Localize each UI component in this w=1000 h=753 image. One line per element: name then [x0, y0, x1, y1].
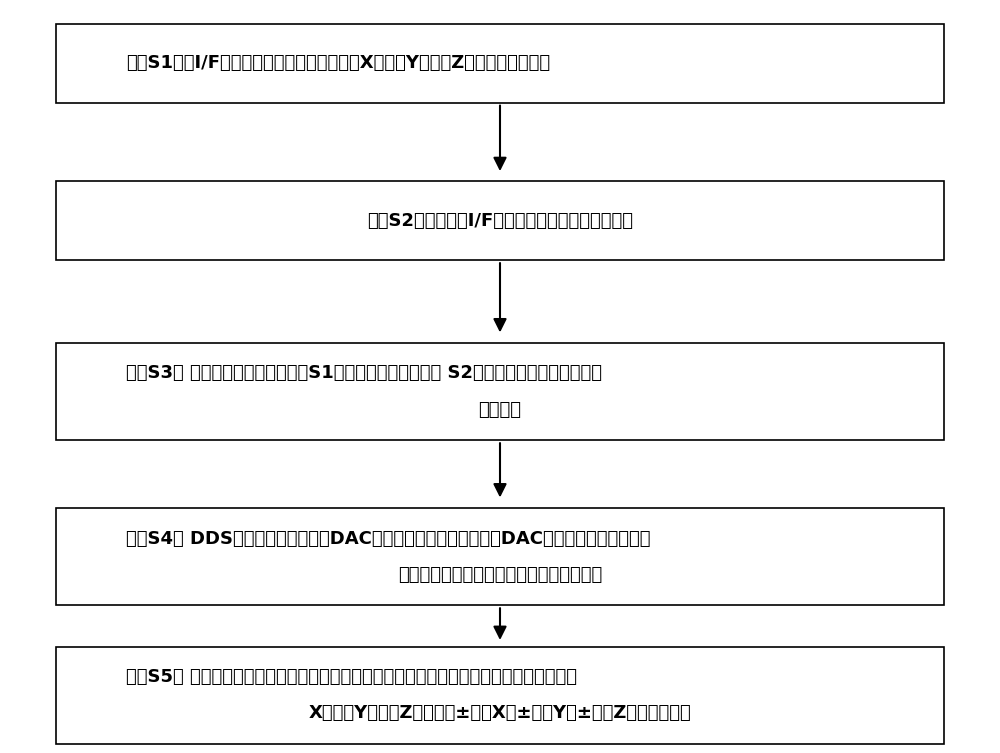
Text: X、电流Y、电流Z成正比的±脉冲X、±脉冲Y、±脉冲Z的频率脉冲。: X、电流Y、电流Z成正比的±脉冲X、±脉冲Y、±脉冲Z的频率脉冲。: [309, 704, 691, 722]
FancyBboxPatch shape: [56, 24, 944, 102]
Text: 步骤S3： 采用数字补偿模块对步骤S1采集的积分电压、步骤 S2采集的温度值数字量进行误: 步骤S3： 采用数字补偿模块对步骤S1采集的积分电压、步骤 S2采集的温度值数字…: [126, 364, 602, 383]
Text: 反馈回电压比较器得到方波频率信号输出；: 反馈回电压比较器得到方波频率信号输出；: [398, 566, 602, 584]
FancyBboxPatch shape: [56, 343, 944, 441]
Text: 差修正；: 差修正；: [479, 401, 522, 419]
Text: 步骤S1：将I/F变换电路板的输入电流的电流X、电流Y、电流Z转换为积分电压；: 步骤S1：将I/F变换电路板的输入电流的电流X、电流Y、电流Z转换为积分电压；: [126, 54, 550, 72]
Text: 步骤S2：采集表征I/F变换电路板温度值的数字量；: 步骤S2：采集表征I/F变换电路板温度值的数字量；: [367, 212, 633, 230]
Text: 步骤S4： DDS频率合成模块内置有DAC转换器和电压比较器，所述DAC转换器产生的正弦信号: 步骤S4： DDS频率合成模块内置有DAC转换器和电压比较器，所述DAC转换器产…: [126, 529, 651, 547]
FancyBboxPatch shape: [56, 508, 944, 605]
Text: 步骤S5： 方波频率信号进入脉冲生成电路，与频率控制字中的极性标志一起产生分别与电流: 步骤S5： 方波频率信号进入脉冲生成电路，与频率控制字中的极性标志一起产生分别与…: [126, 669, 577, 686]
FancyBboxPatch shape: [56, 647, 944, 744]
FancyBboxPatch shape: [56, 181, 944, 261]
